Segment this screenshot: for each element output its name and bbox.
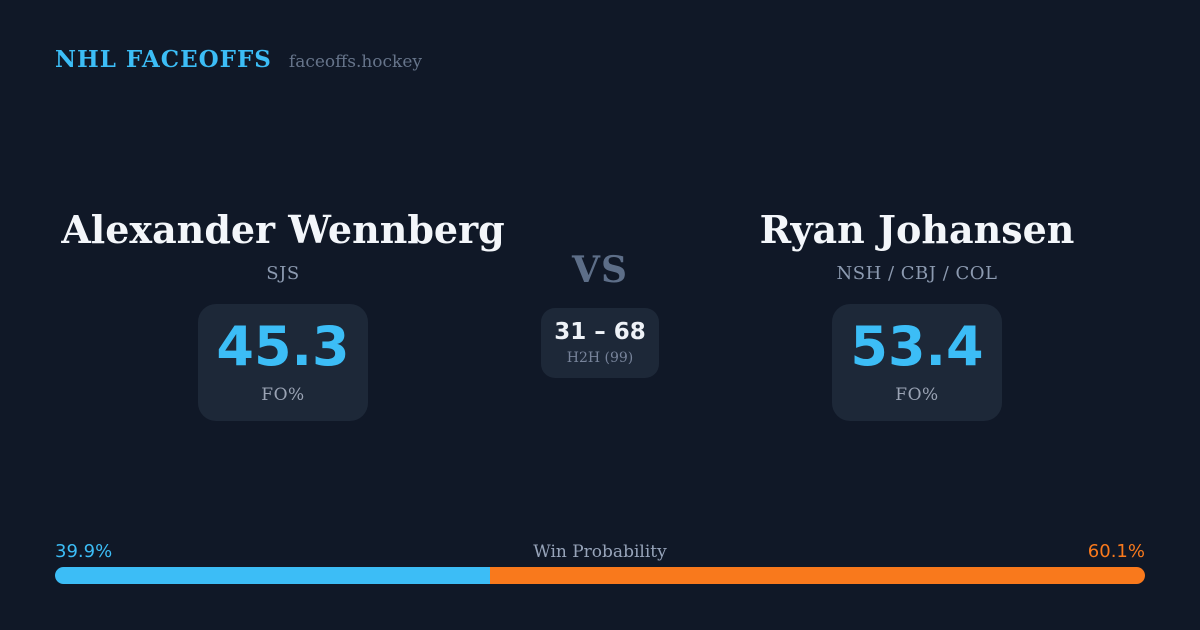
brand-title: NHL FACEOFFS — [55, 46, 272, 73]
win-probability-title: Win Probability — [533, 542, 667, 562]
fo-pct-value-right: 53.4 — [850, 315, 984, 378]
win-probability-left-pct: 39.9% — [55, 541, 113, 562]
player-column-left: Alexander Wennberg SJS 45.3 FO% — [33, 206, 533, 421]
win-bar-right-segment — [489, 567, 1145, 584]
win-probability-labels: 39.9% Win Probability 60.1% — [55, 541, 1145, 562]
player-teams-left: SJS — [266, 263, 300, 284]
fo-pct-label-left: FO% — [261, 385, 305, 405]
h2h-label: H2H (99) — [566, 349, 634, 366]
vs-label: VS — [572, 249, 628, 291]
stat-card-right: 53.4 FO% — [832, 304, 1002, 421]
win-probability-right-pct: 60.1% — [1087, 541, 1145, 562]
player-teams-right: NSH / CBJ / COL — [836, 263, 998, 284]
h2h-score: 31 – 68 — [554, 318, 646, 345]
fo-pct-label-right: FO% — [895, 385, 939, 405]
versus-column: VS 31 – 68 H2H (99) — [500, 249, 700, 379]
player-column-right: Ryan Johansen NSH / CBJ / COL 53.4 FO% — [667, 206, 1167, 421]
fo-pct-value-left: 45.3 — [216, 315, 350, 378]
player-name-left: Alexander Wennberg — [61, 207, 505, 252]
player-name-right: Ryan Johansen — [759, 207, 1075, 252]
win-probability-bar — [55, 567, 1145, 584]
h2h-card: 31 – 68 H2H (99) — [541, 308, 659, 379]
stat-card-left: 45.3 FO% — [198, 304, 368, 421]
win-bar-left-segment — [55, 567, 490, 584]
header: NHL FACEOFFS faceoffs.hockey — [55, 46, 422, 73]
site-url: faceoffs.hockey — [288, 52, 423, 72]
